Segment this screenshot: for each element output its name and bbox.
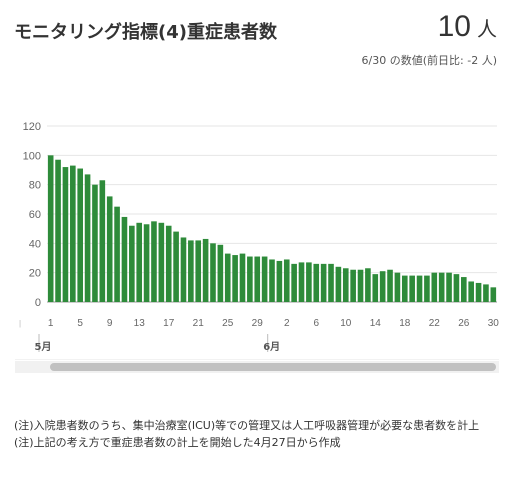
x-tick-label: 5 xyxy=(77,318,83,329)
bar xyxy=(320,263,327,302)
bar xyxy=(180,237,187,302)
bar xyxy=(424,275,430,302)
bar xyxy=(173,231,179,302)
bar xyxy=(99,180,106,302)
month-label: 5月 xyxy=(35,341,52,353)
bar xyxy=(372,274,379,302)
bar xyxy=(224,253,231,302)
y-tick-label: 80 xyxy=(29,180,41,192)
note-2: (注)上記の考え方で重症患者数の計上を開始した4月27日から作成 xyxy=(14,436,341,449)
bar xyxy=(121,216,128,302)
x-tick-label: 30 xyxy=(488,318,500,329)
bar xyxy=(195,240,202,302)
bar xyxy=(210,243,216,302)
bar xyxy=(151,221,157,302)
x-tick-label: 6 xyxy=(313,318,319,329)
bar xyxy=(401,275,408,302)
bar xyxy=(350,269,356,302)
x-tick-label: 26 xyxy=(458,318,470,329)
bar xyxy=(283,259,290,302)
bar xyxy=(379,271,386,302)
bar xyxy=(158,222,165,302)
x-tick-label: 13 xyxy=(134,318,146,329)
x-tick-label: 17 xyxy=(163,318,175,329)
axis-marker: | xyxy=(19,319,21,328)
bar xyxy=(446,272,452,302)
current-value-number: 10 xyxy=(437,10,471,43)
x-tick-label: 25 xyxy=(222,318,234,329)
x-tick-label: 29 xyxy=(252,318,264,329)
y-tick-label: 100 xyxy=(23,150,41,162)
y-tick-label: 60 xyxy=(29,209,41,221)
bar xyxy=(291,263,297,302)
bar xyxy=(475,282,482,302)
bar xyxy=(438,272,445,302)
bar xyxy=(453,274,460,302)
bar xyxy=(55,159,61,302)
y-tick-label: 0 xyxy=(35,297,41,309)
bar xyxy=(136,222,143,302)
bar xyxy=(165,225,172,302)
current-value: 10 人 xyxy=(438,10,497,44)
chart-scrollbar-thumb[interactable] xyxy=(50,363,496,371)
bar xyxy=(70,165,76,302)
x-tick-label: 2 xyxy=(284,318,290,329)
month-label: 6月 xyxy=(263,341,280,353)
bar xyxy=(202,238,209,302)
bar xyxy=(394,272,401,302)
bar xyxy=(247,256,253,302)
bar xyxy=(365,268,371,302)
notes: (注)入院患者数のうち、集中治療室(ICU)等での管理又は人工呼吸器管理が必要な… xyxy=(14,417,504,451)
bar xyxy=(409,275,415,302)
x-tick-label: 9 xyxy=(107,318,113,329)
bar xyxy=(342,268,349,302)
bar xyxy=(269,259,275,302)
bar xyxy=(254,256,261,302)
y-tick-label: 120 xyxy=(23,121,41,133)
bar xyxy=(306,262,312,302)
bar xyxy=(431,272,438,302)
bar xyxy=(217,244,224,302)
value-subtitle: 6/30 の数値(前日比: -2 人) xyxy=(361,54,497,67)
bar xyxy=(461,277,467,302)
bar xyxy=(106,196,113,302)
bar xyxy=(92,184,98,302)
bar xyxy=(129,225,135,302)
x-tick-label: 18 xyxy=(399,318,411,329)
x-tick-label: 21 xyxy=(193,318,205,329)
bar xyxy=(114,206,120,302)
bar xyxy=(387,269,393,302)
bar xyxy=(188,240,194,302)
bar xyxy=(416,275,423,302)
bar xyxy=(239,253,246,302)
bar xyxy=(490,287,497,302)
bar xyxy=(276,260,283,302)
chart-title: モニタリング指標(4)重症患者数 xyxy=(14,22,277,43)
bar xyxy=(62,167,69,302)
bar xyxy=(335,266,342,302)
y-tick-label: 40 xyxy=(29,238,41,250)
bar xyxy=(232,255,238,302)
bar xyxy=(47,155,54,302)
bar xyxy=(328,263,334,302)
y-tick-label: 20 xyxy=(29,268,41,280)
bar xyxy=(261,256,268,302)
bar xyxy=(357,269,364,302)
bar xyxy=(84,174,91,302)
x-tick-label: 22 xyxy=(429,318,441,329)
bar xyxy=(468,281,474,302)
bar xyxy=(143,224,150,302)
bar xyxy=(483,284,489,302)
current-value-unit: 人 xyxy=(477,19,497,41)
x-tick-label: 14 xyxy=(370,318,382,329)
x-tick-label: 10 xyxy=(340,318,352,329)
bar xyxy=(313,263,320,302)
x-tick-label: 1 xyxy=(48,318,54,329)
bar xyxy=(77,168,83,302)
bar xyxy=(298,262,305,302)
note-1: (注)入院患者数のうち、集中治療室(ICU)等での管理又は人工呼吸器管理が必要な… xyxy=(14,419,480,432)
